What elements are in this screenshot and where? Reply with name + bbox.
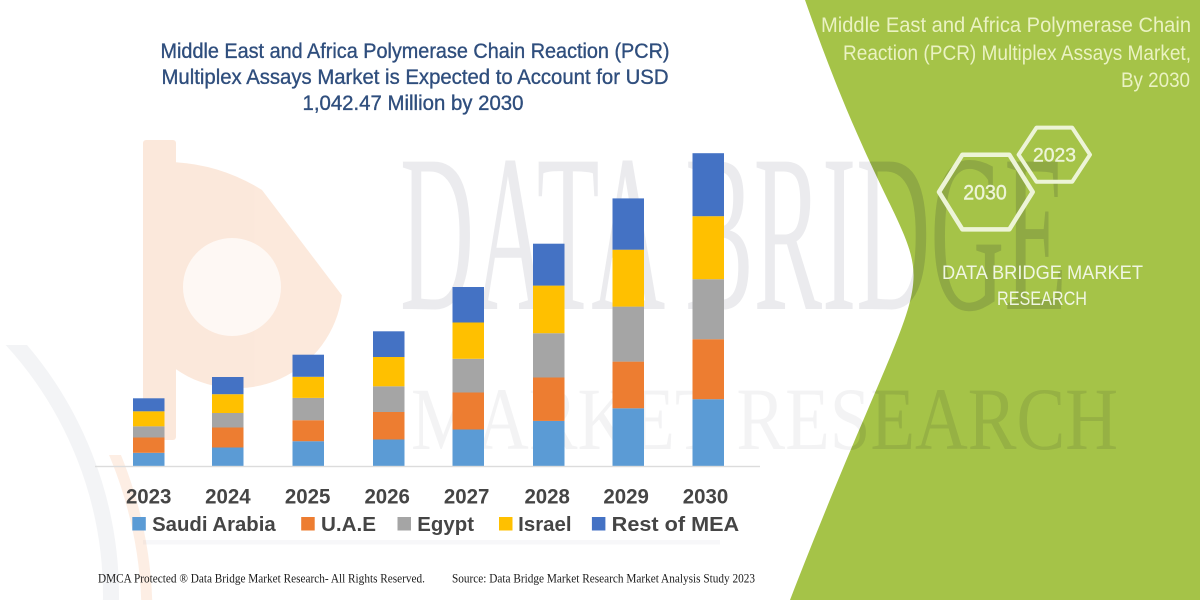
- svg-text:U.A.E: U.A.E: [321, 514, 376, 536]
- svg-text:Reaction (PCR) Multiplex Assay: Reaction (PCR) Multiplex Assays Market,: [843, 42, 1191, 65]
- svg-text:2023: 2023: [126, 486, 172, 509]
- svg-text:Multiplex Assays Market is Exp: Multiplex Assays Market is Expected to A…: [162, 66, 669, 89]
- svg-text:Middle East and Africa Polymer: Middle East and Africa Polymerase Chain: [821, 14, 1191, 37]
- svg-text:By 2030: By 2030: [1121, 69, 1190, 92]
- svg-text:1,042.47 Million by 2030: 1,042.47 Million by 2030: [303, 92, 524, 115]
- svg-text:2027: 2027: [444, 486, 490, 509]
- svg-text:2024: 2024: [205, 486, 251, 509]
- svg-text:DATA BRIDGE MARKET: DATA BRIDGE MARKET: [942, 263, 1143, 284]
- svg-text:Egypt: Egypt: [417, 514, 474, 536]
- svg-text:2025: 2025: [285, 486, 331, 509]
- svg-text:Source: Data Bridge Market Res: Source: Data Bridge Market Research Mark…: [452, 571, 755, 586]
- svg-text:2028: 2028: [524, 486, 570, 509]
- svg-text:2030: 2030: [963, 182, 1007, 205]
- svg-text:MARKET RESEARCH: MARKET RESEARCH: [411, 371, 1118, 469]
- svg-text:DMCA Protected ® Data Bridge M: DMCA Protected ® Data Bridge Market Rese…: [98, 571, 425, 586]
- svg-text:Saudi Arabia: Saudi Arabia: [152, 514, 276, 536]
- svg-text:DATA BRIDGE: DATA BRIDGE: [400, 108, 1067, 358]
- svg-text:Rest of MEA: Rest of MEA: [612, 514, 740, 536]
- svg-text:Middle East and Africa Polymer: Middle East and Africa Polymerase Chain …: [161, 40, 670, 63]
- svg-text:2023: 2023: [1033, 146, 1076, 167]
- svg-text:2026: 2026: [364, 486, 410, 509]
- svg-text:RESEARCH: RESEARCH: [997, 289, 1087, 310]
- svg-text:2029: 2029: [603, 486, 649, 509]
- svg-text:2030: 2030: [683, 486, 729, 509]
- svg-text:Israel: Israel: [518, 514, 571, 536]
